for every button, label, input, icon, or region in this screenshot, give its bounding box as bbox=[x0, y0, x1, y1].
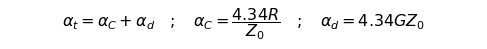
Text: $\alpha_t = \alpha_C + \alpha_d \quad ; \quad \alpha_C = \dfrac{4.34R}{Z_0} \qua: $\alpha_t = \alpha_C + \alpha_d \quad ; … bbox=[62, 7, 425, 42]
